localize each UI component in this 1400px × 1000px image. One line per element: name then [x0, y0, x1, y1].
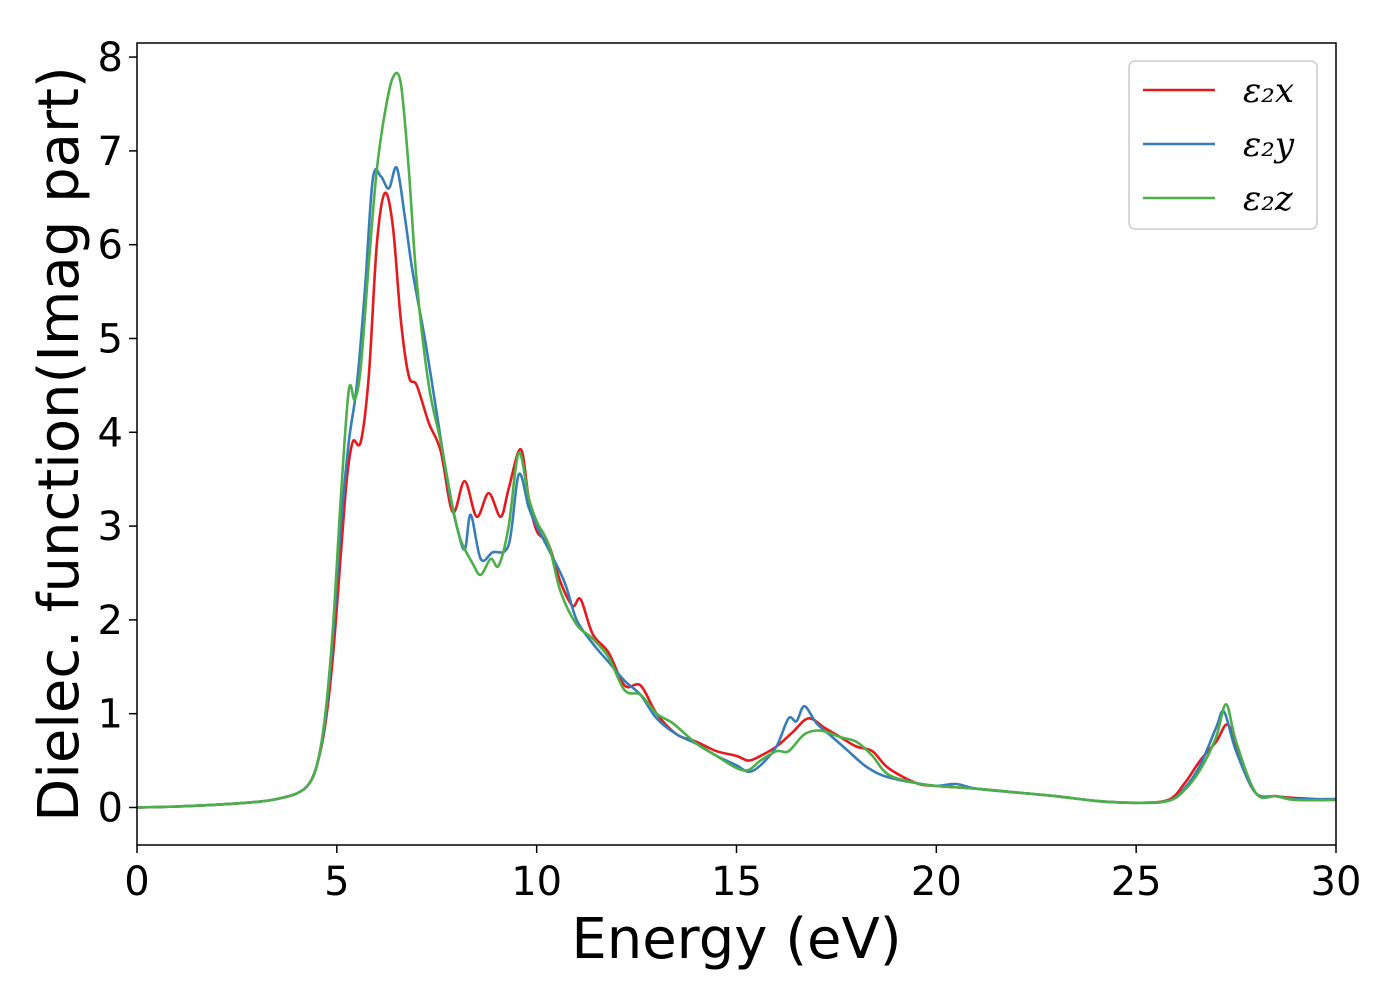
legend-label-0: ε₂x	[1243, 71, 1294, 111]
y-axis-label: Dielec. function(Imag part)	[27, 66, 92, 822]
series-line-1	[136, 165, 1337, 809]
x-tick-label: 30	[1311, 859, 1362, 905]
series-line-0	[136, 191, 1337, 809]
y-tick-label: 2	[98, 598, 123, 644]
y-tick-label: 7	[98, 129, 123, 175]
x-tick-label: 25	[1111, 859, 1162, 905]
series-line-2	[136, 71, 1337, 809]
legend-label-1: ε₂y	[1243, 125, 1295, 165]
y-tick-label: 1	[98, 692, 123, 738]
x-tick-label: 20	[911, 859, 962, 905]
y-tick-label: 6	[98, 223, 123, 269]
y-tick-label: 4	[98, 410, 123, 456]
legend: ε₂x ε₂y ε₂z	[1128, 60, 1318, 230]
legend-label-2: ε₂z	[1243, 179, 1294, 219]
legend-box	[1128, 60, 1318, 230]
y-axis-ticks: 0 1 2 3 4 5 6 7 8	[98, 35, 137, 831]
y-tick-label: 0	[98, 785, 123, 831]
x-axis-label: Energy (eV)	[571, 907, 901, 972]
x-tick-label: 15	[711, 859, 762, 905]
y-tick-label: 5	[98, 316, 123, 362]
x-tick-label: 10	[511, 859, 562, 905]
x-axis-ticks: 0 5 10 15 20 25 30	[124, 845, 1361, 905]
y-tick-label: 8	[98, 35, 123, 81]
series-layer	[136, 71, 1337, 809]
x-tick-label: 0	[124, 859, 149, 905]
y-tick-label: 3	[98, 504, 123, 550]
x-tick-label: 5	[324, 859, 349, 905]
